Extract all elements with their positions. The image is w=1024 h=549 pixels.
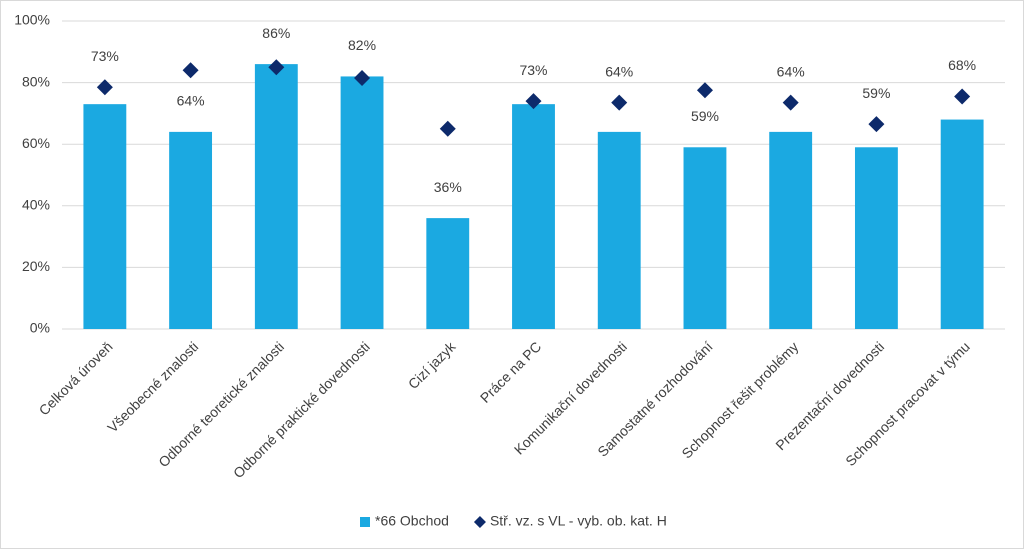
- y-tick-label: 0%: [30, 320, 50, 336]
- bar: [169, 131, 213, 329]
- y-tick-label: 40%: [22, 197, 50, 213]
- bar: [683, 147, 727, 329]
- y-tick-label: 100%: [14, 12, 50, 28]
- marker: [696, 82, 713, 99]
- marker: [96, 79, 113, 96]
- data-label: 64%: [777, 63, 805, 79]
- legend-swatch: [360, 517, 370, 527]
- bar: [426, 218, 470, 329]
- legend-swatch: [473, 516, 486, 528]
- marker: [782, 94, 799, 111]
- bar: [254, 64, 298, 330]
- bar: [512, 104, 555, 329]
- bar: [940, 119, 984, 329]
- data-label: 64%: [177, 93, 205, 109]
- legend-label: Stř. vz. s VL - vyb. ob. kat. H: [490, 513, 667, 529]
- marker: [439, 120, 456, 137]
- data-label: 73%: [91, 48, 119, 64]
- marker: [268, 59, 285, 76]
- legend-label: *66 Obchod: [375, 513, 449, 529]
- y-tick-label: 60%: [22, 135, 50, 151]
- marker: [954, 88, 971, 105]
- marker: [354, 69, 371, 86]
- bar: [769, 131, 813, 329]
- data-label: 86%: [262, 25, 290, 41]
- data-label: 59%: [862, 85, 890, 101]
- y-tick-label: 80%: [22, 73, 50, 89]
- marker: [525, 93, 542, 110]
- data-label: 64%: [605, 63, 633, 79]
- data-label: 82%: [348, 37, 376, 53]
- data-label: 36%: [434, 179, 462, 195]
- bar: [83, 104, 127, 329]
- data-label: 68%: [948, 57, 976, 73]
- data-label: 59%: [691, 108, 719, 124]
- bar: [597, 131, 641, 329]
- data-label: 73%: [519, 62, 547, 78]
- bar: [340, 76, 384, 329]
- marker: [182, 62, 199, 79]
- bar: [854, 147, 898, 329]
- marker: [868, 116, 885, 133]
- y-tick-label: 20%: [22, 258, 50, 274]
- marker: [611, 94, 628, 111]
